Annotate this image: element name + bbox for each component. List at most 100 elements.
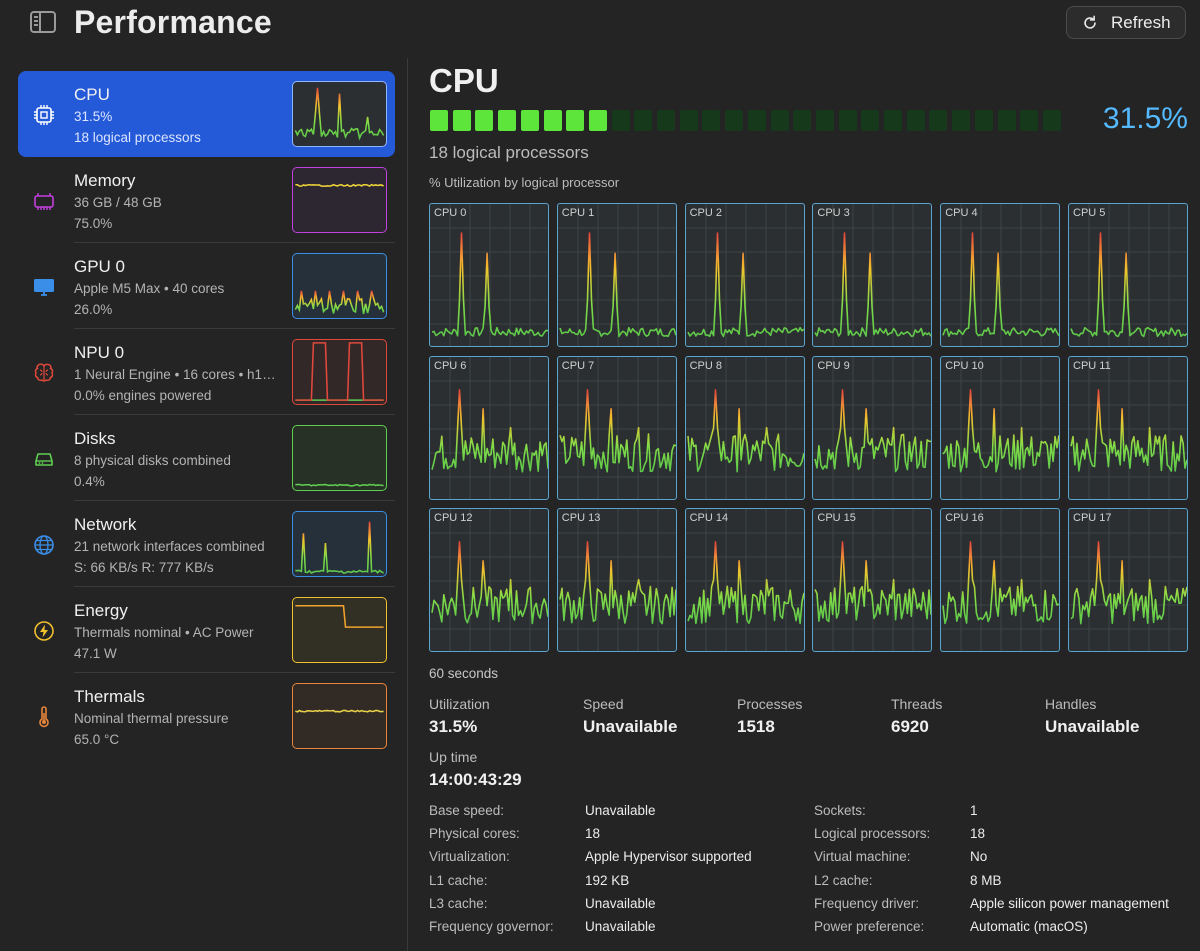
cpu-graph: CPU 17 [1068,508,1188,652]
utilization-segment [498,110,517,131]
detail-key: L1 cache: [429,873,488,888]
detail-value: Unavailable [585,919,656,934]
utilization-segment [770,110,789,131]
memory-sparkline [292,167,387,233]
cpu-graph-label: CPU 8 [689,359,722,372]
sidebar-item-detail: Apple M5 Max • 40 cores [74,281,225,296]
sidebar-item-gpu[interactable]: GPU 0 Apple M5 Max • 40 cores 26.0% [18,243,395,329]
bolt-icon [34,621,54,641]
sparkline-trace [295,521,384,574]
cpu-graph-plot [941,204,1060,346]
stat-label: Processes [737,696,803,712]
thermometer-icon [39,706,49,728]
stat-label: Utilization [429,696,490,712]
disks-sparkline [292,425,387,491]
stat-value: Unavailable [583,717,678,736]
detail-value: Unavailable [585,803,656,818]
sidebar-item-title: NPU 0 [74,343,125,362]
stat-label: Handles [1045,696,1097,712]
network-sparkline [292,511,387,577]
page-title: Performance [74,4,272,40]
cpu-graph: CPU 16 [940,508,1061,652]
divider [74,328,395,329]
cpu-graph-label: CPU 10 [945,359,984,372]
detail-key: Virtualization: [429,849,510,864]
refresh-button[interactable]: Refresh [1066,6,1186,39]
detail-value: Automatic (macOS) [970,919,1088,934]
utilization-segment [793,110,812,131]
cpu-sparkline [292,81,387,147]
cpu-graph: CPU 8 [684,355,805,500]
detail-value: No [970,849,988,864]
sidebar-item-detail: Nominal thermal pressure [74,711,229,726]
utilization-segment [679,110,698,131]
stat-value: 6920 [891,717,929,736]
cpu-graph: CPU 10 [940,355,1061,500]
sidebar-item-detail: 21 network interfaces combined [74,539,265,554]
stat-value: 31.5% [429,717,478,736]
cpu-graph: CPU 7 [556,355,677,500]
cpu-graph-plot [430,509,548,651]
sidebar-item-detail: 18 logical processors [74,130,201,145]
sidebar-item-detail: 75.0% [74,216,113,231]
divider [74,672,395,673]
sidebar-item-npu[interactable]: NPU 0 1 Neural Engine • 16 cores • h1… 0… [18,329,395,415]
utilization-segment [430,110,448,131]
cpu-graph-label: CPU 7 [561,359,595,372]
stat-handles: Handles Unavailable [1045,696,1140,737]
thermals-sparkline [292,683,387,749]
cpu-graph-label: CPU 6 [434,359,467,372]
sparkline-trace [294,290,385,315]
utilization-segment [657,110,675,131]
utilization-segment [452,110,471,131]
utilization-segment [475,110,494,131]
stat-value: 1518 [737,717,775,736]
gpu-sparkline [292,253,387,319]
cpu-graph-plot [430,356,548,499]
sparkline-trace [295,709,384,713]
cpu-graph-plot [1069,204,1187,346]
sidebar-item-cpu[interactable]: CPU 31.5% 18 logical processors [18,71,395,157]
cpu-graph-label: CPU 17 [1073,512,1112,524]
sidebar-item-thermals[interactable]: Thermals Nominal thermal pressure 65.0 °… [18,673,395,759]
cpu-graph: CPU 14 [684,508,805,652]
utilization-segment [520,110,539,131]
sidebar-item-title: Network [74,515,137,534]
cpu-chip-icon [34,105,54,125]
sidebar-item-detail: 31.5% [74,109,113,124]
disk-drive-icon [35,453,53,466]
sidebar-item-detail: 8 physical disks combined [74,453,231,468]
cpu-graph-label: CPU 5 [1073,207,1106,219]
cpu-graph-plot [557,204,676,346]
detail-key: Sockets: [814,803,866,818]
cpu-graph-plot [1069,509,1187,651]
cpu-graph-label: CPU 11 [1073,359,1111,372]
stat-threads: Threads 6920 [891,696,942,737]
cpu-graph-plot [813,509,932,651]
utilization-segment [725,110,744,131]
detail-key: Power preference: [814,919,925,934]
cpu-graph-label: CPU 1 [561,207,595,219]
detail-key: Virtual machine: [814,849,911,864]
utilization-segment [634,110,653,131]
cpu-graph-plot [941,356,1060,499]
utilization-percentage: 31.5% [1102,102,1188,135]
sidebar-item-detail: 36 GB / 48 GB [74,195,162,210]
sidebar-item-detail: S: 66 KB/s R: 777 KB/s [74,560,214,575]
sparkline-trace [294,87,385,141]
sidebar-item-disks[interactable]: Disks 8 physical disks combined 0.4% [18,415,395,501]
utilization-segment [611,110,630,131]
detail-value: 8 MB [970,873,1002,888]
header: Performance Refresh [0,0,1200,50]
detail-key: Base speed: [429,803,505,818]
detail-key: L2 cache: [814,873,873,888]
detail-value: Apple Hypervisor supported [585,849,752,864]
sidebar-item-energy[interactable]: Energy Thermals nominal • AC Power 47.1 … [18,587,395,673]
sidebar-item-detail: 65.0 °C [74,732,120,747]
sparkline-trace [295,342,384,401]
sidebar-item-memory[interactable]: Memory 36 GB / 48 GB 75.0% [18,157,395,243]
sidebar-item-network[interactable]: Network 21 network interfaces combined S… [18,501,395,587]
sidebar-toggle-icon[interactable] [30,11,56,33]
cpu-graph-plot [685,356,804,499]
cpu-graph: CPU 0 [429,203,549,347]
